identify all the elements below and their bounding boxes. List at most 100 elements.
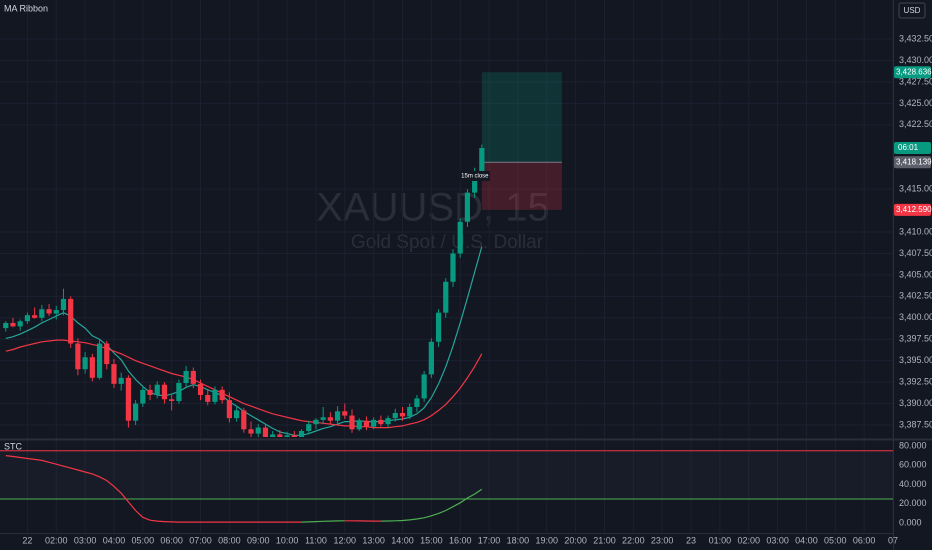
- target-price-label: 3,428.636: [896, 67, 932, 76]
- candle-body: [284, 435, 290, 437]
- y-tick-label: 3,395.000: [899, 355, 932, 365]
- y-tick-label: 80.000: [899, 440, 927, 450]
- candle-body: [133, 403, 139, 421]
- candle-body: [183, 370, 189, 383]
- candle-body: [89, 357, 95, 378]
- moving-average-line: [5, 339, 483, 429]
- x-tick-label: 20:00: [564, 535, 587, 545]
- candle-body: [60, 298, 67, 311]
- x-tick-label: 07:00: [189, 535, 212, 545]
- x-tick-label: 05:00: [824, 535, 847, 545]
- x-tick-label: 08:00: [218, 535, 241, 545]
- candle-body: [176, 382, 182, 401]
- candle-body: [407, 406, 413, 417]
- candle-body: [392, 412, 398, 419]
- y-tick-label: 3,405.000: [899, 269, 932, 279]
- candle-body: [291, 435, 297, 437]
- candle-body: [17, 321, 23, 327]
- y-tick-label: 0.000: [899, 517, 922, 527]
- candle-body: [306, 424, 312, 431]
- stop-price-badge: [894, 203, 931, 216]
- candle-body: [450, 253, 456, 282]
- candle-body: [190, 370, 196, 384]
- candle-body: [421, 374, 427, 399]
- y-tick-label: 20.000: [899, 498, 927, 508]
- x-tick-label: 23: [686, 535, 696, 545]
- x-tick-label: 06:00: [160, 535, 183, 545]
- price-pane: [3, 72, 562, 437]
- candle-body: [363, 420, 370, 427]
- candle-body: [53, 310, 59, 314]
- candle-body: [169, 399, 175, 401]
- y-tick-label: 3,402.500: [899, 291, 932, 301]
- candle-body: [111, 364, 117, 384]
- candle-body: [313, 419, 319, 425]
- y-tick-label: 3,422.500: [899, 119, 932, 129]
- x-tick-label: 17:00: [478, 535, 501, 545]
- y-tick-label: 3,425.000: [899, 98, 932, 108]
- stc-line: [5, 455, 302, 523]
- candle-body: [385, 418, 391, 425]
- x-tick-label: 06:00: [853, 535, 876, 545]
- currency-label[interactable]: USD: [904, 6, 921, 15]
- indicator-legend[interactable]: MA Ribbon: [4, 3, 48, 13]
- candle-body: [255, 427, 261, 434]
- x-tick-label: 03:00: [74, 535, 97, 545]
- currency-button[interactable]: [898, 2, 926, 19]
- y-tick-label: 3,392.500: [899, 376, 932, 386]
- candle-body: [226, 400, 232, 419]
- candle-body: [3, 322, 9, 329]
- grid: [0, 0, 894, 533]
- entry-price-badge: [894, 156, 931, 169]
- candle-body: [270, 434, 276, 437]
- x-tick-label: 02:00: [45, 535, 68, 545]
- y-tick-label: 3,397.500: [899, 334, 932, 344]
- watermark-symbol: XAUUSD, 15: [316, 186, 549, 230]
- candle-body: [82, 357, 88, 370]
- candle-body: [140, 389, 146, 404]
- candle-body: [125, 377, 131, 421]
- axes: 22 02:00 03:00 04:00 05:00 06:00 07:00 08:00 09:…: [22, 33, 932, 545]
- stc-line: [380, 488, 483, 522]
- x-tick-label: 01:00: [709, 535, 732, 545]
- y-tick-label: 3,415.000: [899, 184, 932, 194]
- candle-body: [435, 312, 442, 342]
- candle-body: [327, 417, 333, 421]
- y-tick-label: 3,390.000: [899, 398, 932, 408]
- candle-body: [414, 398, 420, 407]
- candle-body: [428, 341, 434, 375]
- candle-body: [472, 172, 478, 193]
- x-tick-label: 16:00: [449, 535, 472, 545]
- x-tick-label: 04:00: [103, 535, 126, 545]
- candle-body: [356, 420, 362, 430]
- candle-body: [277, 434, 283, 437]
- y-tick-label: 3,427.500: [899, 76, 932, 86]
- countdown-badge: [894, 142, 931, 155]
- candle-body: [378, 419, 384, 425]
- candle-body: [219, 389, 225, 401]
- annotation-bg: [459, 171, 490, 182]
- position-profit-zone: [481, 72, 562, 163]
- candle-body: [371, 419, 377, 427]
- x-tick-label: 21:00: [593, 535, 616, 545]
- x-tick-label: 02:00: [737, 535, 760, 545]
- x-tick-label: 22: [22, 535, 32, 545]
- candle-body: [342, 411, 348, 416]
- y-tick-label: 3,432.500: [899, 33, 932, 43]
- stop-price-label: 3,412.590: [896, 205, 932, 214]
- candle-body: [10, 322, 16, 327]
- x-tick-label: 04:00: [795, 535, 818, 545]
- countdown-label: 06:01: [898, 143, 919, 152]
- candle-body: [457, 221, 463, 254]
- annotation: 15m close: [461, 174, 489, 180]
- candle-body: [197, 383, 204, 395]
- y-tick-label: 3,430.000: [899, 55, 932, 65]
- candle-body: [104, 343, 110, 365]
- stc-legend[interactable]: STC: [4, 441, 23, 451]
- candle-body: [161, 384, 168, 400]
- candle-body: [320, 417, 326, 420]
- candle-body: [39, 309, 45, 318]
- target-price-badge: [894, 66, 931, 79]
- candle-body: [298, 430, 305, 437]
